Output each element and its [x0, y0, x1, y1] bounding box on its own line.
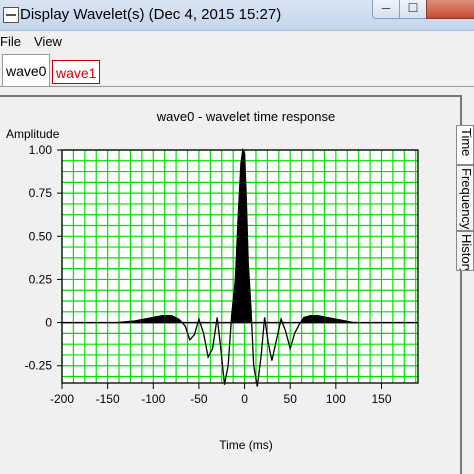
x-tick-label: -100	[141, 392, 165, 406]
menu-file[interactable]: File	[0, 34, 21, 49]
y-tick-label: 0	[45, 316, 52, 330]
x-tick-label: 50	[284, 392, 298, 406]
tab-wave1[interactable]: wave1	[52, 60, 100, 84]
wave-tab-strip: wave0 wave1	[0, 52, 474, 87]
x-tick-label: -200	[50, 392, 74, 406]
menu-view[interactable]: View	[34, 34, 62, 49]
x-tick-label: -50	[190, 392, 208, 406]
tab-history[interactable]: History	[456, 231, 474, 271]
y-tick-label: -0.25	[25, 359, 53, 373]
plot-frame	[61, 149, 419, 384]
tab-time-label: Time	[459, 128, 474, 157]
window-title: Display Wavelet(s) (Dec 4, 2015 15:27)	[20, 6, 282, 23]
tab-history-label: History	[459, 234, 474, 271]
x-tick-label: 0	[241, 392, 248, 406]
y-axis-label: Amplitude	[6, 127, 60, 141]
series-positive-fill	[116, 150, 355, 323]
tab-frequency-label: Frequency	[459, 168, 474, 230]
y-tick-label: 0.75	[29, 186, 53, 200]
y-tick-label: 0.50	[29, 229, 53, 243]
tab-frequency[interactable]: Frequency	[456, 165, 474, 231]
x-tick-label: -150	[96, 392, 120, 406]
x-tick-label: 150	[371, 392, 391, 406]
menu-bar: File View	[0, 31, 474, 51]
series-line	[116, 147, 373, 387]
app-icon	[3, 7, 19, 23]
title-bar: Display Wavelet(s) (Dec 4, 2015 15:27) ─…	[0, 0, 474, 31]
tab-wave0[interactable]: wave0	[2, 54, 50, 86]
y-tick-label: 1.00	[29, 143, 53, 157]
x-axis-label: Time (ms)	[219, 438, 273, 452]
y-tick-label: 0.25	[29, 272, 53, 286]
x-tick-label: 100	[326, 392, 346, 406]
close-button[interactable]	[426, 0, 474, 19]
chart-title: wave0 - wavelet time response	[156, 109, 335, 124]
